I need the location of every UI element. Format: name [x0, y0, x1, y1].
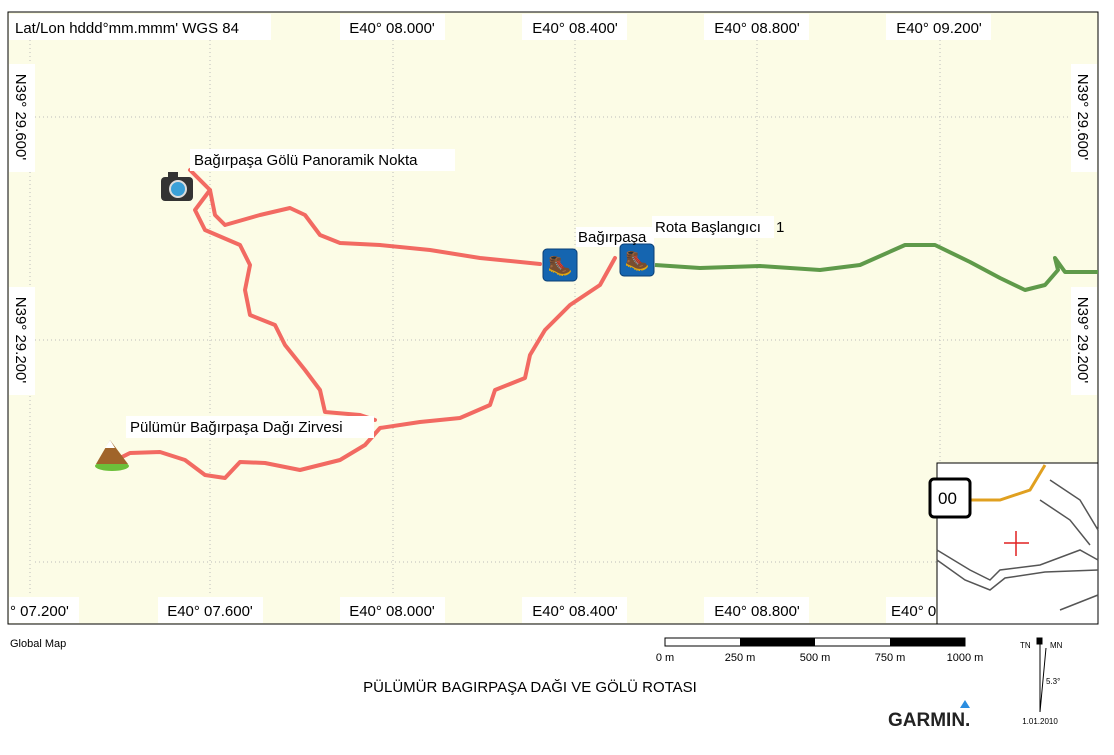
brand: GARMIN. — [888, 710, 970, 731]
waypoint-label: 1 — [776, 219, 784, 236]
waypoint-label: Bağırpaşa Gölü Panoramik Nokta — [194, 152, 418, 169]
hiker-icon: 🥾 — [619, 243, 655, 277]
mn-label: MN — [1050, 641, 1063, 650]
top-label: E40° 08.800' — [714, 20, 800, 37]
waypoint-label-backgrounds — [126, 149, 774, 438]
camera-icon — [161, 172, 193, 201]
right-label: N39° 29.600' — [1074, 74, 1091, 161]
left-label: N39° 29.200' — [12, 297, 29, 384]
north-arrow — [1036, 637, 1047, 713]
bottom-label: E40° 07.600' — [167, 603, 253, 620]
scale-label: 0 m — [656, 652, 674, 664]
waypoint-label: Pülümür Bağırpaşa Dağı Zirvesi — [130, 419, 343, 436]
tn-label: TN — [1020, 641, 1031, 650]
bottom-label: E40° 08.800' — [714, 603, 800, 620]
scale-label: 500 m — [800, 652, 831, 664]
bottom-label: E40° 08.000' — [349, 603, 435, 620]
svg-text:🥾: 🥾 — [625, 250, 650, 272]
summit-icon — [95, 440, 129, 471]
hiker-icon: 🥾 — [542, 248, 578, 282]
declination: 5.3° — [1046, 677, 1060, 686]
inset-map: 00 — [928, 462, 1099, 625]
waypoint-label: Bağırpaşa — [578, 229, 647, 246]
right-label: N39° 29.200' — [1074, 297, 1091, 384]
left-label: N39° 29.600' — [12, 74, 29, 161]
scale-label: 250 m — [725, 652, 756, 664]
waypoint-label: Rota Başlangıcı — [655, 219, 761, 236]
map-title: PÜLÜMÜR BAGIRPAŞA DAĞI VE GÖLÜ ROTASI — [363, 678, 697, 696]
scale-label: 1000 m — [947, 652, 984, 664]
datum-label: Lat/Lon hddd°mm.mmm' WGS 84 — [15, 20, 239, 37]
map-area — [7, 11, 1099, 625]
svg-text:🥾: 🥾 — [548, 255, 573, 277]
source-label: Global Map — [10, 638, 66, 650]
inset-label: 00 — [938, 489, 957, 508]
brand-mark — [960, 700, 970, 708]
top-label: E40° 08.000' — [349, 20, 435, 37]
top-label: E40° 09.200' — [896, 20, 982, 37]
bottom-label: E40° 0 — [891, 603, 936, 620]
scale-label: 750 m — [875, 652, 906, 664]
label-backgrounds — [9, 14, 1097, 623]
bottom-label: ° 07.200' — [10, 603, 69, 620]
date: 1.01.2010 — [1022, 717, 1058, 726]
top-label: E40° 08.400' — [532, 20, 618, 37]
scale-bar — [664, 637, 966, 647]
bottom-label: E40° 08.400' — [532, 603, 618, 620]
